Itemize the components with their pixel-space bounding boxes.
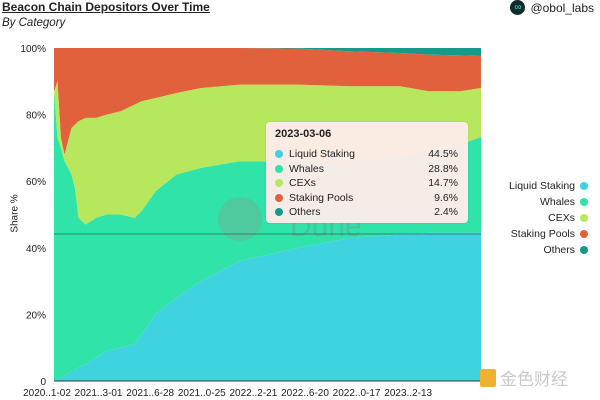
brand: ∞ @obol_labs	[510, 0, 594, 15]
y-tick-label: 40%	[26, 244, 46, 255]
x-tick-label: 2022..0-17	[333, 388, 381, 399]
brand-handle: @obol_labs	[530, 0, 594, 15]
tooltip-row: Whales 28.8%	[275, 162, 458, 176]
tooltip-value: 28.8%	[428, 162, 458, 175]
x-tick-label: 2023..2-13	[384, 388, 432, 399]
tooltip-date: 2023-03-06	[275, 128, 332, 140]
series-dot-icon	[275, 208, 283, 216]
x-tick-label: 2022..6-20	[281, 388, 329, 399]
x-tick-label: 2021..6-28	[126, 388, 174, 399]
series-dot-icon	[275, 179, 283, 187]
series-dot-icon	[275, 164, 283, 173]
jinse-logo-icon	[480, 368, 496, 387]
area-others[interactable]	[54, 48, 481, 56]
y-tick-label: 80%	[26, 111, 46, 122]
tooltip-row: Others 2.4%	[275, 205, 458, 219]
area-liquid-staking[interactable]	[54, 232, 481, 381]
y-axis-label: Share %	[9, 194, 21, 233]
x-tick-label: 2020..1-02	[23, 388, 71, 399]
legend-label: Whales	[539, 196, 575, 208]
legend-label: CEXs	[548, 212, 575, 224]
jinse-watermark-text: 金色财经	[500, 370, 568, 389]
tooltip-row: CEXs 14.7%	[275, 176, 458, 190]
legend-label: Liquid Staking	[509, 180, 575, 192]
tooltip-value: 44.5%	[428, 148, 458, 160]
legend-item[interactable]: Whales	[509, 194, 588, 210]
legend-item[interactable]: Staking Pools	[509, 226, 588, 242]
series-dot-icon	[275, 150, 283, 158]
tooltip-value: 2.4%	[434, 206, 458, 218]
legend-label: Staking Pools	[510, 228, 575, 240]
legend-dot-icon	[580, 230, 588, 238]
tooltip-label: Others	[289, 206, 321, 218]
hover-tooltip: 2023-03-06 Liquid Staking 44.5% Whales 28.8…	[266, 122, 468, 223]
y-tick-label: 0	[40, 377, 46, 388]
legend-dot-icon	[580, 182, 588, 190]
tooltip-label: Liquid Staking	[289, 148, 355, 160]
area-staking-pools[interactable]	[54, 48, 481, 155]
tooltip-row: Liquid Staking 44.5%	[275, 147, 458, 161]
y-tick-label: 60%	[26, 177, 46, 188]
tooltip-label: CEXs	[289, 177, 316, 189]
legend-dot-icon	[580, 214, 588, 222]
legend-item[interactable]: Others	[509, 242, 588, 258]
tooltip-value: 14.7%	[428, 177, 458, 189]
legend-dot-icon	[580, 246, 588, 254]
y-tick-label: 100%	[20, 44, 46, 55]
legend-dot-icon	[580, 198, 588, 206]
tooltip-label: Staking Pools	[289, 191, 354, 204]
chart-subtitle: By Category	[2, 17, 66, 29]
legend-label: Others	[543, 244, 575, 256]
x-tick-label: 2021..0-25	[178, 388, 226, 399]
dune-logo-icon	[218, 197, 262, 241]
tooltip-row: Staking Pools 9.6%	[275, 191, 458, 205]
tooltip-value: 9.6%	[434, 191, 458, 204]
jinse-watermark: 金色财经	[480, 365, 568, 390]
legend-item[interactable]: CEXs	[509, 210, 588, 226]
series-dot-icon	[275, 193, 283, 202]
x-tick-label: 2022..2-21	[229, 388, 277, 399]
x-tick-label: 2021..3-01	[75, 388, 123, 399]
obol-logo-icon: ∞	[510, 0, 526, 15]
tooltip-label: Whales	[289, 162, 325, 175]
legend-item[interactable]: Liquid Staking	[509, 178, 588, 194]
legend: Liquid Staking Whales CEXs Staking Pools Oth…	[509, 178, 588, 258]
y-tick-label: 20%	[26, 310, 46, 321]
chart-title[interactable]: Beacon Chain Depositors Over Time	[2, 0, 210, 14]
